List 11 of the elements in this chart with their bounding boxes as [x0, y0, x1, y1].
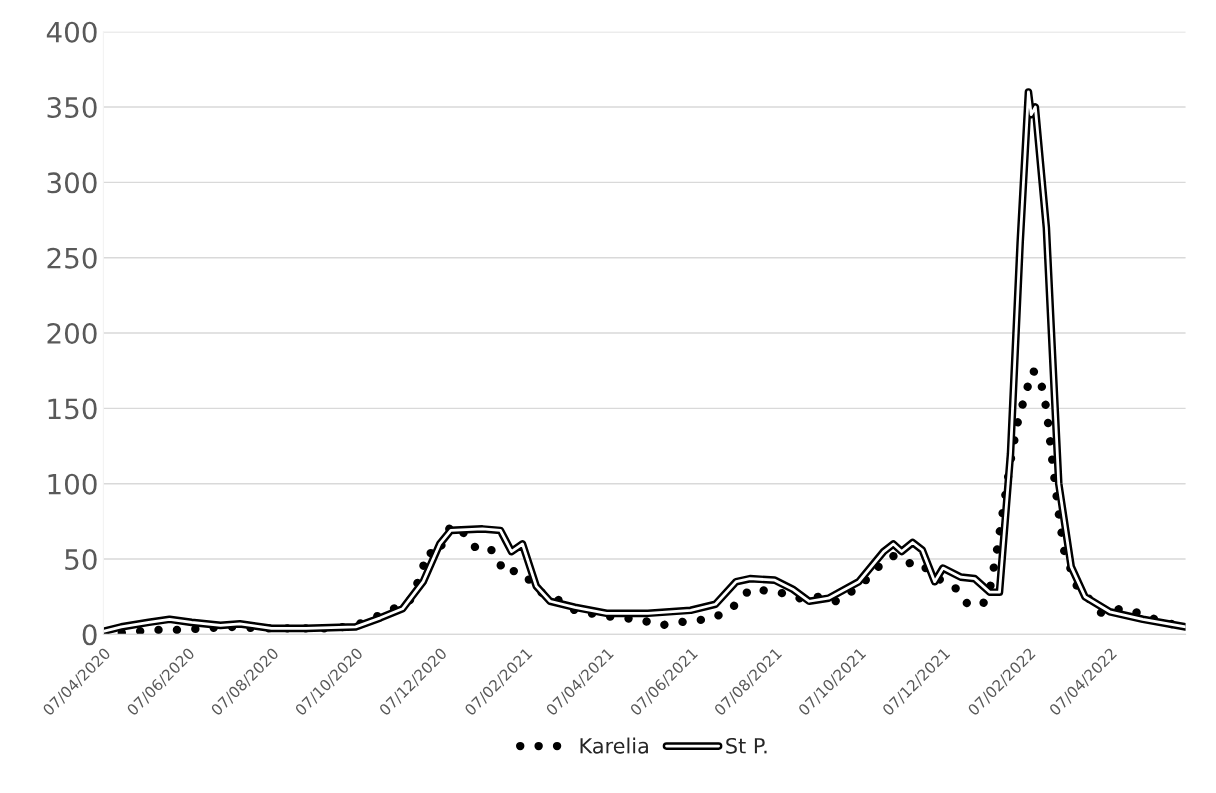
y-tick-label: 0 — [82, 624, 97, 646]
y-tick-label: 150 — [48, 398, 97, 420]
legend-label: Karelia — [580, 737, 648, 754]
y-tick-label: 50 — [65, 549, 97, 571]
y-tick-label: 300 — [47, 172, 97, 194]
y-tick-label: 250 — [47, 247, 97, 269]
y-tick-label: 350 — [47, 96, 97, 118]
legend-label: St P. — [726, 737, 767, 754]
y-tick-label: 200 — [47, 323, 97, 345]
y-tick-label: 400 — [46, 21, 97, 43]
y-tick-label: 100 — [48, 473, 97, 495]
